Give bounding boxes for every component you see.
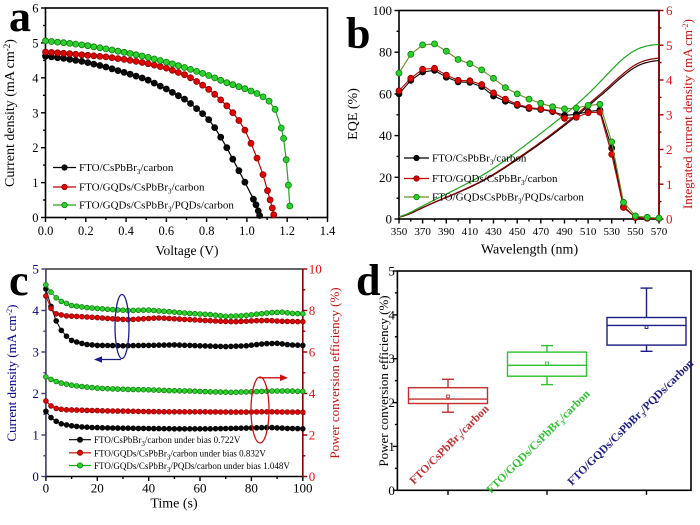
svg-text:FTO/GQDs/CsPbBr3/carbon: FTO/GQDs/CsPbBr3/carbon — [79, 182, 205, 196]
svg-text:2: 2 — [388, 395, 395, 410]
svg-text:550: 550 — [627, 226, 644, 238]
svg-text:0: 0 — [388, 483, 395, 498]
svg-text:Integrated current density (mA: Integrated current density (mA cm-2) — [680, 19, 695, 209]
svg-text:1: 1 — [666, 177, 673, 192]
svg-text:60: 60 — [379, 86, 392, 101]
svg-text:b: b — [346, 9, 370, 58]
svg-text:Wavelength (nm): Wavelength (nm) — [481, 243, 579, 258]
svg-text:1.4: 1.4 — [320, 224, 336, 238]
svg-text:0.8: 0.8 — [199, 224, 215, 238]
svg-text:1.2: 1.2 — [279, 224, 295, 238]
svg-text:0.2: 0.2 — [78, 224, 94, 238]
svg-text:0.4: 0.4 — [118, 224, 134, 238]
svg-text:FTO/GQDsCsPbBr3/PQDs/carbon: FTO/GQDsCsPbBr3/PQDs/carbon — [432, 192, 584, 206]
svg-text:Current density (mA cm-2): Current density (mA cm-2) — [4, 304, 19, 441]
svg-text:Power conversion efficiency (%: Power conversion efficiency (%) — [327, 287, 342, 458]
svg-text:a: a — [9, 0, 31, 41]
svg-text:1.0: 1.0 — [239, 224, 255, 238]
svg-text:Voltage (V): Voltage (V) — [155, 243, 218, 258]
svg-text:490: 490 — [556, 226, 573, 238]
svg-text:370: 370 — [414, 226, 431, 238]
svg-text:1: 1 — [32, 428, 39, 443]
svg-text:4: 4 — [32, 71, 39, 85]
svg-text:0: 0 — [386, 212, 393, 227]
svg-text:60: 60 — [194, 481, 207, 496]
svg-text:350: 350 — [391, 226, 408, 238]
svg-text:390: 390 — [438, 226, 455, 238]
svg-text:c: c — [9, 256, 29, 305]
svg-text:0: 0 — [32, 469, 39, 484]
svg-text:3: 3 — [388, 351, 395, 366]
svg-text:1: 1 — [32, 176, 38, 190]
svg-text:FTO/GQDs/CsPbBr3/PQDs/carbon: FTO/GQDs/CsPbBr3/PQDs/carbon — [566, 357, 698, 489]
svg-text:1: 1 — [388, 439, 395, 454]
svg-text:Current density (mA cm-2): Current density (mA cm-2) — [2, 39, 18, 187]
svg-text:5: 5 — [32, 36, 38, 50]
svg-text:100: 100 — [373, 3, 393, 18]
svg-text:d: d — [356, 256, 380, 305]
svg-text:3: 3 — [32, 345, 39, 360]
svg-text:5: 5 — [32, 262, 39, 277]
svg-text:3: 3 — [666, 107, 673, 122]
svg-text:6: 6 — [32, 2, 38, 16]
svg-text:570: 570 — [651, 226, 668, 238]
svg-text:0: 0 — [309, 469, 316, 484]
svg-text:5: 5 — [388, 264, 395, 279]
svg-text:0: 0 — [32, 211, 38, 225]
svg-text:80: 80 — [245, 481, 258, 496]
svg-text:Time (s): Time (s) — [150, 497, 198, 512]
svg-text:0: 0 — [43, 481, 50, 496]
svg-text:4: 4 — [32, 303, 39, 318]
svg-text:4: 4 — [388, 307, 395, 322]
svg-text:10: 10 — [309, 262, 322, 277]
svg-text:510: 510 — [580, 226, 597, 238]
svg-text:6: 6 — [666, 3, 673, 18]
svg-text:Power conversion efficiency (%: Power conversion efficiency (%) — [376, 295, 391, 466]
svg-text:FTO/CsPbBr3/carbon: FTO/CsPbBr3/carbon — [408, 403, 494, 489]
svg-text:450: 450 — [509, 226, 526, 238]
svg-text:2: 2 — [32, 141, 38, 155]
svg-text:80: 80 — [379, 45, 392, 60]
svg-text:430: 430 — [485, 226, 502, 238]
svg-text:FTO/GQDs/CsPbBr3/carbon under: FTO/GQDs/CsPbBr3/carbon under bias 0.832… — [94, 448, 266, 461]
svg-text:3: 3 — [32, 106, 38, 120]
svg-text:40: 40 — [379, 128, 392, 143]
svg-text:FTO/GQDs/CsPbBr3/PQDs/carbon: FTO/GQDs/CsPbBr3/PQDs/carbon — [79, 200, 234, 214]
svg-text:20: 20 — [91, 481, 104, 496]
svg-text:4: 4 — [309, 386, 316, 401]
svg-text:FTO/GQDs/CsPbBr3/PQDs/carbon u: FTO/GQDs/CsPbBr3/PQDs/carbon under bias … — [94, 461, 290, 474]
svg-text:8: 8 — [309, 303, 316, 318]
svg-text:0.6: 0.6 — [159, 224, 175, 238]
svg-text:100: 100 — [293, 481, 313, 496]
svg-text:FTO/CsPbBr3/carbon: FTO/CsPbBr3/carbon — [79, 162, 174, 176]
svg-text:4: 4 — [666, 73, 673, 88]
svg-text:0.0: 0.0 — [38, 224, 54, 238]
svg-text:6: 6 — [309, 345, 316, 360]
svg-text:FTO/CsPbBr3/carbon under bias: FTO/CsPbBr3/carbon under bias 0.722V — [94, 435, 241, 448]
svg-text:2: 2 — [309, 428, 316, 443]
svg-text:0: 0 — [666, 212, 673, 227]
svg-text:2: 2 — [32, 386, 39, 401]
svg-text:FTO/GQDs/CsPbBr3/carbon: FTO/GQDs/CsPbBr3/carbon — [432, 173, 558, 187]
svg-text:40: 40 — [142, 481, 155, 496]
svg-text:20: 20 — [379, 170, 392, 185]
svg-text:FTO/CsPbBr3/carbon: FTO/CsPbBr3/carbon — [432, 153, 527, 167]
svg-text:5: 5 — [666, 38, 673, 53]
svg-text:470: 470 — [533, 226, 550, 238]
svg-text:530: 530 — [603, 226, 620, 238]
svg-text:EQE (%): EQE (%) — [346, 88, 361, 140]
svg-text:2: 2 — [666, 142, 673, 157]
svg-text:410: 410 — [462, 226, 479, 238]
